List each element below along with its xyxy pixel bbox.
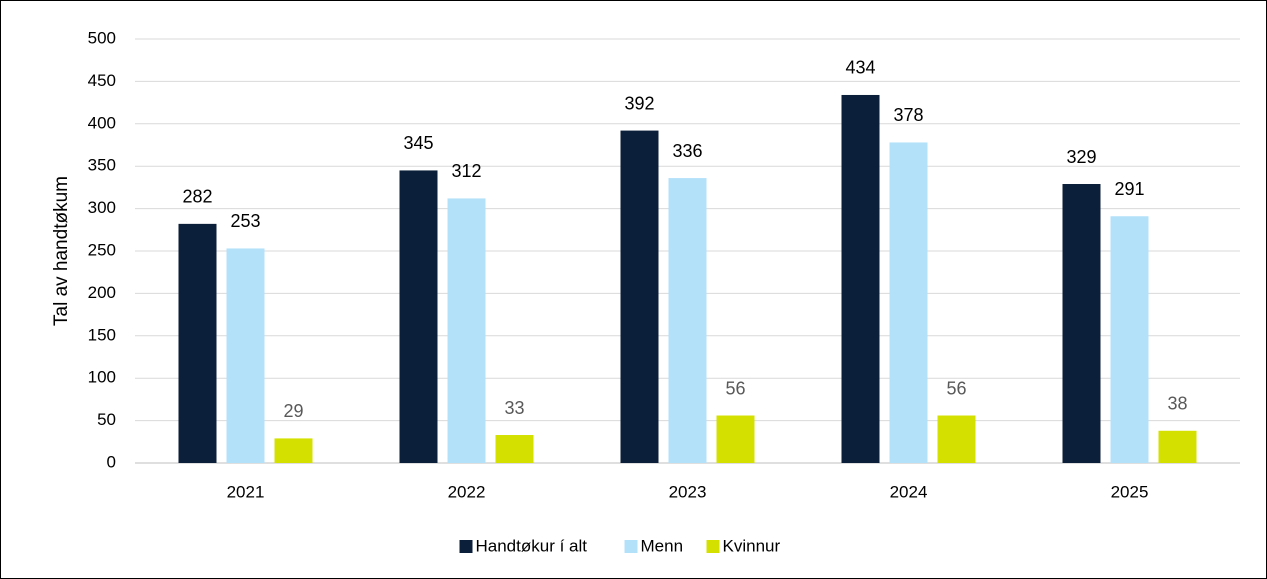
bar xyxy=(716,415,755,463)
y-tick-label: 0 xyxy=(107,452,116,471)
legend-label: Menn xyxy=(641,536,684,555)
data-label: 345 xyxy=(403,133,433,153)
y-tick-label: 50 xyxy=(97,410,116,429)
x-tick-label: 2022 xyxy=(448,482,486,501)
y-axis-title: Tal av handtøkum xyxy=(51,176,72,326)
bar xyxy=(889,142,928,463)
data-label: 291 xyxy=(1114,179,1144,199)
y-tick-label: 450 xyxy=(88,71,116,90)
bar xyxy=(399,170,438,463)
data-label: 282 xyxy=(182,187,212,207)
data-label: 434 xyxy=(845,58,875,78)
data-label: 56 xyxy=(946,378,966,398)
y-tick-label: 350 xyxy=(88,156,116,175)
data-label: 392 xyxy=(624,93,654,113)
legend-label: Kvinnur xyxy=(723,536,781,555)
x-tick-label: 2023 xyxy=(669,482,707,501)
bar xyxy=(1110,216,1149,463)
data-label: 336 xyxy=(672,141,702,161)
legend-swatch xyxy=(706,540,720,553)
y-tick-label: 300 xyxy=(88,198,116,217)
bar xyxy=(668,178,707,463)
x-tick-label: 2024 xyxy=(890,482,928,501)
legend-label: Handtøkur í alt xyxy=(476,536,588,555)
y-tick-label: 200 xyxy=(88,283,116,302)
legend-swatch xyxy=(624,540,638,553)
bar xyxy=(620,130,659,464)
x-tick-label: 2021 xyxy=(227,482,265,501)
bar xyxy=(495,435,534,463)
bar xyxy=(937,415,976,463)
x-tick-label: 2025 xyxy=(1111,482,1149,501)
bar xyxy=(226,248,265,463)
y-tick-label: 150 xyxy=(88,325,116,344)
legend-swatch xyxy=(459,540,473,553)
bar xyxy=(1158,430,1197,463)
data-label: 329 xyxy=(1066,147,1096,167)
data-label: 33 xyxy=(504,398,524,418)
bar xyxy=(178,223,217,463)
y-tick-label: 250 xyxy=(88,240,116,259)
data-label: 378 xyxy=(893,105,923,125)
y-tick-label: 100 xyxy=(88,368,116,387)
y-tick-label: 500 xyxy=(88,28,116,47)
bar xyxy=(1062,184,1101,463)
data-label: 38 xyxy=(1167,394,1187,414)
data-label: 253 xyxy=(230,211,260,231)
bar xyxy=(447,198,486,463)
y-tick-label: 400 xyxy=(88,113,116,132)
data-label: 56 xyxy=(725,378,745,398)
bar xyxy=(274,438,313,463)
data-label: 29 xyxy=(283,401,303,421)
data-label: 312 xyxy=(451,161,481,181)
bar xyxy=(841,94,880,463)
